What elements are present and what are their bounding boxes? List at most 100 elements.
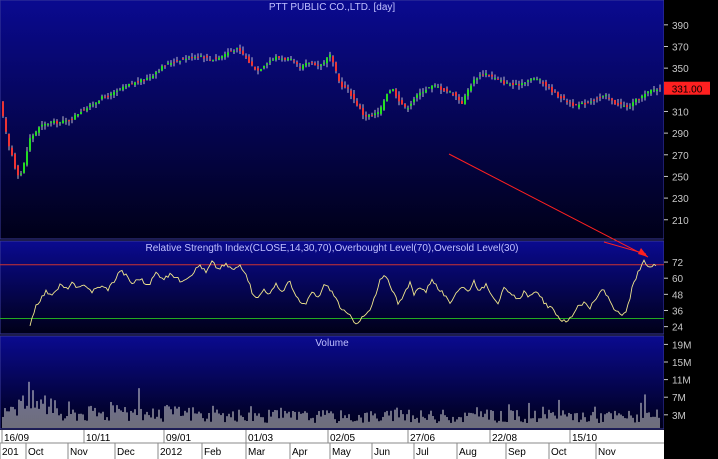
volume-bar	[648, 412, 650, 428]
y-tick-label: 310	[672, 107, 689, 118]
month-label: Oct	[551, 447, 567, 458]
volume-bar	[618, 413, 620, 428]
volume-bar	[528, 402, 530, 428]
volume-bar	[448, 420, 450, 428]
candle-body	[632, 102, 634, 107]
candle-body	[509, 84, 511, 86]
candle-body	[182, 58, 184, 60]
volume-bar	[272, 411, 274, 428]
candle-body	[620, 102, 622, 105]
candle-body	[653, 89, 655, 91]
candle-body	[401, 99, 403, 105]
candle-body	[650, 89, 652, 94]
candle-body	[398, 94, 400, 102]
volume-bar	[540, 418, 542, 428]
volume-bar	[656, 409, 658, 428]
volume-bar	[390, 410, 392, 428]
volume-bar	[446, 416, 448, 428]
date-label: 27/06	[410, 433, 435, 444]
candle-body	[218, 57, 220, 60]
volume-bar	[408, 409, 410, 428]
candle-body	[362, 108, 364, 115]
volume-bar	[126, 412, 128, 428]
volume-bar	[346, 417, 348, 428]
volume-bar	[596, 418, 598, 428]
volume-bar	[612, 419, 614, 428]
candle-body	[101, 96, 103, 100]
candle-body	[257, 68, 259, 71]
candle-body	[158, 70, 160, 72]
price-panel	[0, 0, 665, 240]
candle-body	[659, 88, 661, 90]
volume-bar	[142, 420, 144, 428]
candle-body	[485, 73, 487, 76]
volume-bar	[54, 400, 56, 428]
candle-body	[20, 173, 22, 175]
candle-body	[164, 65, 166, 67]
candle-body	[644, 93, 646, 98]
candle-body	[323, 62, 325, 65]
candle-body	[596, 98, 598, 100]
volume-bar	[76, 420, 78, 428]
candle-body	[560, 96, 562, 99]
candle-body	[461, 100, 463, 104]
volume-bar	[382, 416, 384, 428]
candle-body	[572, 102, 574, 106]
volume-bar	[348, 414, 350, 428]
volume-bar	[14, 409, 16, 428]
volume-bar	[580, 419, 582, 428]
candle-body	[464, 95, 466, 105]
candle-body	[131, 83, 133, 85]
volume-bar	[592, 411, 594, 428]
volume-bar	[208, 413, 210, 428]
volume-bar	[222, 413, 224, 428]
candle-body	[590, 101, 592, 103]
volume-bar	[104, 419, 106, 428]
volume-bar	[286, 413, 288, 428]
volume-bar	[394, 409, 396, 428]
volume-bar	[236, 421, 238, 428]
volume-bar	[56, 408, 58, 428]
volume-bar	[60, 413, 62, 428]
candle-body	[578, 104, 580, 108]
volume-bar	[466, 415, 468, 428]
volume-bar	[548, 409, 550, 428]
volume-bar	[536, 421, 538, 428]
volume-bar	[78, 413, 80, 428]
candle-body	[617, 103, 619, 106]
rsi-line-group	[29, 259, 657, 327]
volume-bar	[238, 409, 240, 428]
volume-bar	[472, 413, 474, 428]
candle-body	[26, 151, 28, 165]
volume-bar	[636, 414, 638, 428]
volume-bar	[522, 422, 524, 428]
candle-body	[176, 60, 178, 62]
volume-bar	[562, 410, 564, 428]
candle-body	[209, 59, 211, 61]
volume-bar	[372, 415, 374, 428]
volume-bar	[224, 422, 226, 428]
volume-bar	[130, 410, 132, 428]
volume-bar	[170, 409, 172, 428]
volume-bar	[216, 409, 218, 428]
candle-body	[98, 100, 100, 104]
volume-bar	[622, 416, 624, 428]
scroll-corner[interactable]	[664, 430, 718, 459]
volume-bar	[542, 406, 544, 428]
candle-body	[467, 89, 469, 97]
candle-body	[356, 100, 358, 106]
volume-bar	[420, 410, 422, 428]
volume-bar	[260, 417, 262, 428]
volume-bar	[496, 422, 498, 428]
candle-body	[539, 79, 541, 81]
volume-bar	[110, 401, 112, 428]
candle-body	[425, 89, 427, 93]
candle-body	[503, 80, 505, 84]
candle-body	[284, 57, 286, 60]
volume-bar	[254, 413, 256, 428]
volume-bar	[342, 418, 344, 428]
volume-bar	[316, 414, 318, 428]
volume-bar	[88, 406, 90, 428]
rsi-line	[29, 259, 657, 327]
volume-bar	[280, 407, 282, 428]
